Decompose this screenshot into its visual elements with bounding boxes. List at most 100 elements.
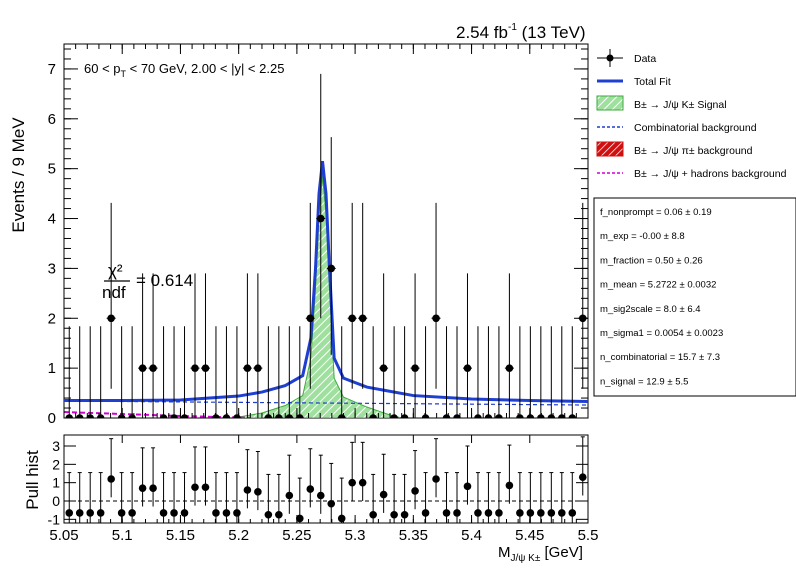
legend-entry: Combinatorial background (597, 122, 757, 134)
svg-text:Data: Data (634, 53, 656, 65)
data-point (127, 326, 137, 418)
fit-params-box (593, 197, 796, 397)
pull-point (495, 472, 503, 523)
svg-text:Total Fit: Total Fit (634, 76, 671, 88)
data-point (452, 326, 462, 418)
pull-point (254, 451, 262, 511)
y-axis-label: Events / 9 MeV (9, 117, 28, 233)
pull-point (86, 472, 94, 523)
legend-entry: Total Fit (597, 76, 671, 88)
pull-point (233, 472, 241, 523)
y-tick-label: 6 (48, 111, 56, 128)
data-point (546, 326, 556, 418)
pull-point (243, 449, 252, 509)
pull-y-tick-label: 2 (52, 456, 60, 472)
data-point (96, 326, 106, 418)
y-tick-label: 2 (48, 310, 56, 327)
fit-param: m_fraction = 0.50 ± 0.26 (600, 255, 703, 266)
data-point (400, 326, 410, 418)
data-point (242, 273, 252, 418)
svg-text:Combinatorial background: Combinatorial background (634, 122, 757, 134)
legend-entry: B± → J/ψ π± background (596, 141, 753, 157)
data-point (410, 273, 420, 418)
data-point (138, 273, 148, 418)
pull-point (463, 445, 472, 505)
pull-plot-frame (63, 434, 589, 524)
data-point (578, 202, 588, 389)
pull-y-tick-label: 3 (52, 438, 60, 454)
pull-point (285, 454, 294, 514)
data-point (379, 273, 389, 418)
x-tick-label: 5.05 (49, 527, 78, 544)
data-point (567, 326, 577, 418)
pull-point (547, 472, 556, 523)
pull-point (264, 473, 273, 523)
data-point (169, 326, 179, 418)
pull-point (400, 473, 409, 523)
legend-entry: B± → J/ψ K± Signal (596, 95, 727, 111)
pull-point (327, 462, 336, 523)
y-tick-label: 4 (48, 211, 56, 228)
pull-point (369, 473, 377, 523)
pull-y-tick-label: 0 (52, 493, 60, 509)
data-point (221, 326, 231, 418)
data-point (274, 326, 284, 418)
pull-y-tick-label: 1 (52, 475, 60, 491)
pull-point (75, 472, 84, 523)
data-point (295, 326, 305, 418)
pull-point (117, 472, 126, 523)
data-point (557, 326, 567, 418)
pull-point (170, 472, 178, 523)
data-point (536, 326, 546, 418)
chi2-denominator: ndf (102, 283, 126, 302)
data-point (462, 273, 472, 418)
pull-y-tick-label: -1 (48, 511, 61, 527)
data-point (64, 326, 74, 418)
data-point (305, 202, 315, 389)
data-point (389, 326, 399, 418)
data-point (106, 202, 116, 389)
fit-param: f_nonprompt = 0.06 ± 0.19 (600, 207, 712, 218)
pull-point (201, 446, 210, 506)
pull-point (159, 472, 168, 523)
fit-param: n_combinatorial = 15.7 ± 7.3 (600, 352, 720, 363)
pull-point (505, 444, 514, 504)
x-tick-label: 5.45 (515, 527, 544, 544)
fit-param: m_exp = -0.00 ± 8.8 (600, 231, 685, 242)
data-point (316, 73, 326, 319)
data-point (442, 326, 452, 418)
chi2-numerator: χ² (108, 261, 123, 280)
data-point (148, 273, 158, 418)
pull-point (212, 472, 220, 523)
pull-point (316, 454, 325, 514)
data-point (159, 326, 169, 418)
lumi-label: 2.54 fb-1 (13 TeV) (456, 22, 586, 42)
legend: Data Total Fit B± → J/ψ K± Signal Combinato… (596, 49, 787, 180)
legend-entry: B± → J/ψ + hadrons background (597, 168, 787, 180)
data-point (326, 137, 336, 355)
x-tick-label: 5.15 (166, 527, 195, 544)
data-point (284, 326, 294, 418)
pull-point (191, 446, 199, 506)
pull-point (474, 472, 482, 523)
data-point (85, 326, 95, 418)
data-point (431, 202, 441, 389)
data-point (190, 273, 200, 418)
x-axis-label: MJ/ψ K± [GeV] (498, 544, 583, 564)
pull-point (358, 441, 367, 501)
data-point (253, 273, 263, 418)
data-point (117, 326, 127, 418)
data-point (525, 326, 535, 418)
pull-point (96, 472, 105, 523)
svg-text:B± → J/ψ + hadrons background: B± → J/ψ + hadrons background (634, 168, 787, 180)
pull-point (296, 477, 304, 523)
y-tick-label: 3 (48, 260, 56, 277)
svg-text:B± → J/ψ π± background: B± → J/ψ π± background (634, 145, 753, 157)
data-point (200, 273, 210, 418)
data-point (347, 202, 357, 389)
x-tick-label: 5.25 (282, 527, 311, 544)
svg-text:B± → J/ψ K± Signal: B± → J/ψ K± Signal (634, 99, 727, 111)
data-point (263, 326, 273, 418)
x-tick-label: 5.3 (345, 527, 366, 544)
pull-point (138, 447, 147, 507)
